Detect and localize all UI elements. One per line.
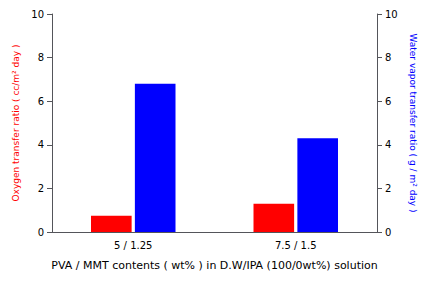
svg-text:2: 2 (385, 183, 391, 194)
svg-text:7.5 / 1.5: 7.5 / 1.5 (275, 240, 317, 251)
svg-text:PVA / MMT contents ( wt% ) in: PVA / MMT contents ( wt% ) in D.W/IPA (1… (51, 259, 377, 272)
svg-text:5 / 1.25: 5 / 1.25 (114, 240, 152, 251)
svg-text:Oxygen transfer ratio ( cc/m²: Oxygen transfer ratio ( cc/m² day ) (11, 44, 21, 201)
svg-text:10: 10 (31, 9, 44, 20)
svg-text:Water vapor transfer ratio ( g: Water vapor transfer ratio ( g / m² day … (408, 33, 418, 212)
svg-text:6: 6 (385, 96, 391, 107)
svg-text:2: 2 (38, 183, 44, 194)
svg-text:10: 10 (385, 9, 398, 20)
svg-text:0: 0 (38, 227, 44, 238)
svg-text:4: 4 (385, 139, 391, 150)
svg-text:0: 0 (385, 227, 391, 238)
svg-text:6: 6 (38, 96, 44, 107)
svg-text:8: 8 (385, 52, 391, 63)
svg-text:8: 8 (38, 52, 44, 63)
svg-text:4: 4 (38, 139, 44, 150)
